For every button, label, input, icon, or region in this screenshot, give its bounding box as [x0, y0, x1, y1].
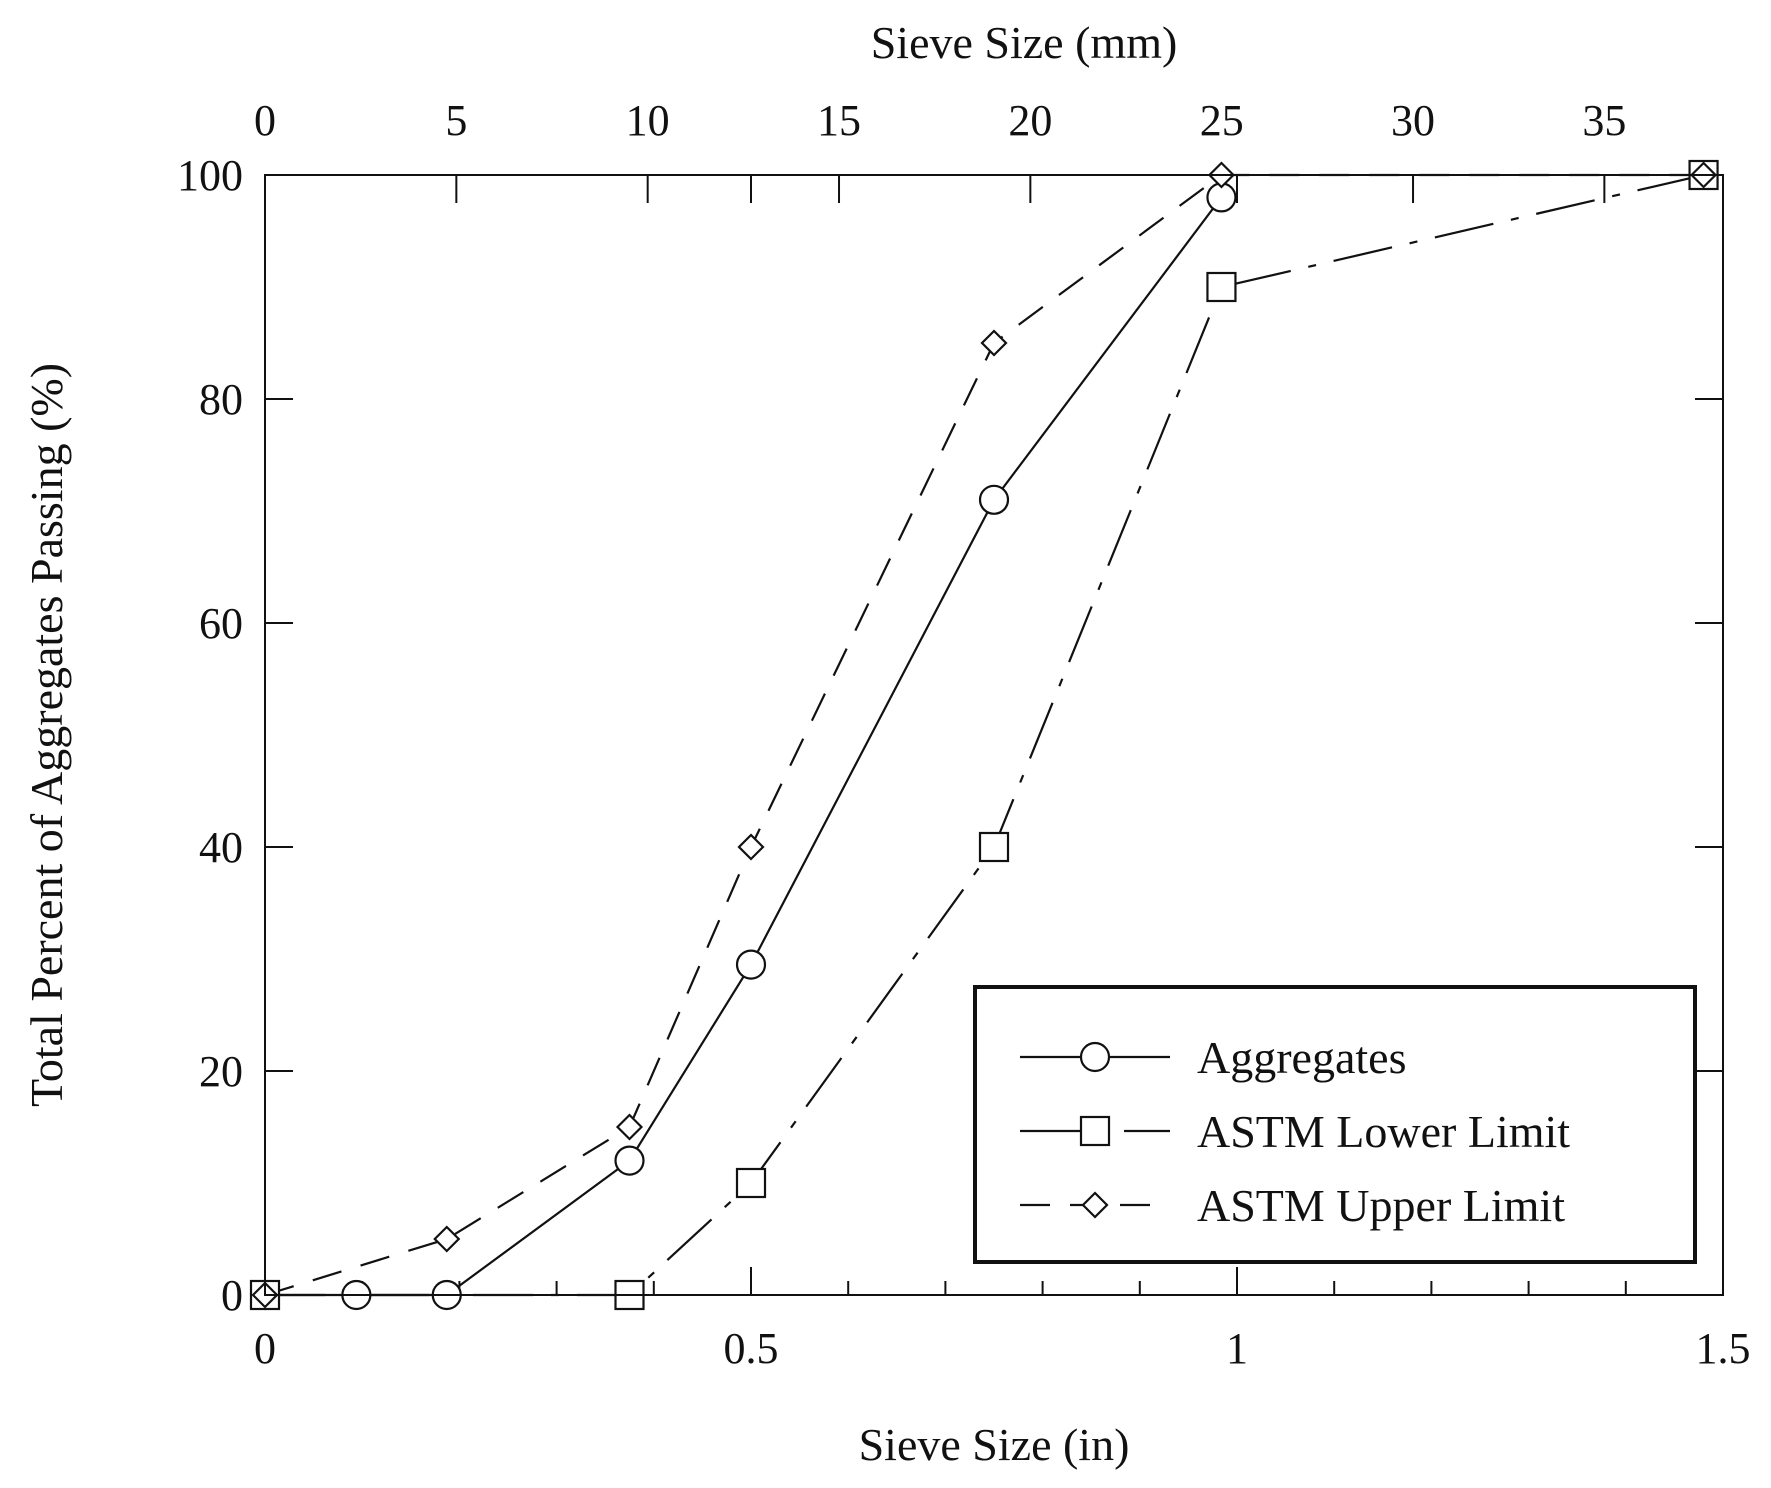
data-point-square	[978, 831, 1010, 863]
data-point-square	[735, 1167, 767, 1199]
legend-label: ASTM Upper Limit	[1197, 1180, 1565, 1231]
data-point-diamond	[980, 329, 1008, 357]
x-tick-label: 1.5	[1696, 1324, 1751, 1373]
x2-tick-label: 0	[254, 96, 276, 145]
plot-frame	[264, 174, 1724, 1296]
y-tick-label: 40	[199, 823, 243, 872]
x2-tick-label: 20	[1008, 96, 1052, 145]
y-tick-label: 80	[199, 375, 243, 424]
legend-label: Aggregates	[1197, 1032, 1406, 1083]
data-point-diamond	[737, 833, 765, 861]
x-axis-title: Sieve Size (in)	[859, 1419, 1130, 1470]
x2-axis-title: Sieve Size (mm)	[871, 17, 1178, 68]
x-tick-label: 0	[254, 1324, 276, 1373]
data-point-circle	[978, 484, 1010, 515]
data-point-square	[1206, 271, 1237, 303]
ticks-group: 0 0.5 1 1.5 0 5 10 15 20 25 30 35 0 20 40 60 80 100	[177, 96, 1751, 1373]
x2-tick-label: 15	[817, 96, 861, 145]
x-tick-label: 0.5	[724, 1324, 779, 1373]
x2-tick-label: 5	[445, 96, 467, 145]
x2-tick-label: 30	[1391, 96, 1435, 145]
y-tick-label: 100	[177, 151, 243, 200]
x2-tick-label: 25	[1200, 96, 1244, 145]
legend-label: ASTM Lower Limit	[1197, 1106, 1570, 1157]
x2-tick-label: 35	[1582, 96, 1626, 145]
data-point-diamond	[615, 1113, 644, 1141]
legend: Aggregates ASTM Lower Limit ASTM Upper Lim…	[973, 985, 1697, 1264]
x2-tick-label: 10	[626, 96, 670, 145]
data-point-diamond	[1081, 1191, 1109, 1219]
y-tick-label: 0	[221, 1271, 243, 1320]
data-point-circle	[614, 1145, 645, 1176]
data-point-square	[1079, 1115, 1111, 1147]
data-point-diamond	[433, 1225, 461, 1253]
x-tick-label: 1	[1226, 1324, 1248, 1373]
y-axis-title: Total Percent of Aggregates Passing (%)	[21, 363, 72, 1107]
series-line	[265, 173, 1704, 1297]
y-tick-label: 20	[199, 1047, 243, 1096]
y-tick-label: 60	[199, 599, 243, 648]
data-point-circle	[735, 949, 767, 980]
data-point-circle	[1079, 1041, 1111, 1073]
